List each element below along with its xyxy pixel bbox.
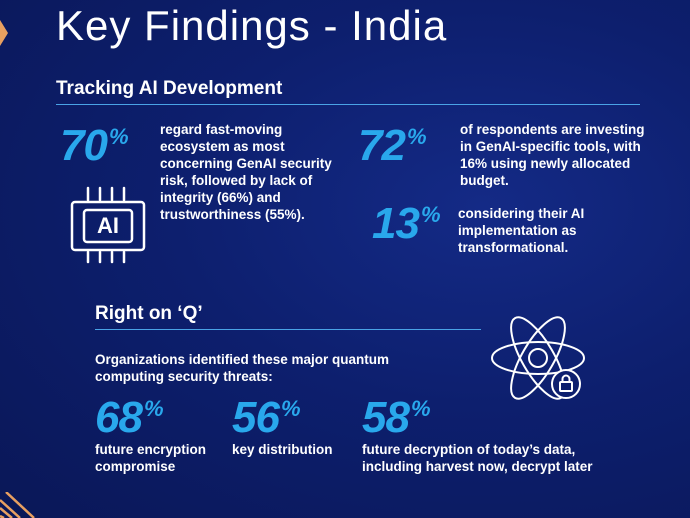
stat-13-text: considering their AI implementation as t… [458, 206, 585, 255]
atom-lock-icon [491, 316, 585, 400]
corner-decoration-top [0, 20, 8, 46]
stat-72-value: 72% [358, 121, 427, 170]
stat-68-value: 68% [95, 393, 164, 442]
stat-68-text: future encryption compromise [95, 442, 207, 474]
stat-70-value: 70% [60, 121, 129, 170]
stat-70-text: regard fast-moving ecosystem as most con… [160, 122, 332, 222]
quantum-intro-text: Organizations identified these major qua… [95, 352, 390, 384]
stat-56-text: key distribution [232, 442, 333, 457]
stat-58-value: 58% [362, 393, 431, 442]
page-title: Key Findings - India [56, 2, 448, 49]
stat-56-value: 56% [232, 393, 301, 442]
ai-chip-icon: AI [70, 186, 146, 264]
section-heading-quantum: Right on ‘Q’ [95, 303, 203, 324]
stat-13-value: 13% [372, 199, 441, 248]
corner-decoration-bottom [0, 492, 35, 518]
section-heading-ai: Tracking AI Development [56, 78, 283, 99]
ai-chip-label: AI [97, 213, 119, 238]
section-divider-ai [56, 104, 640, 105]
stat-72-text: of respondents are investing in GenAI-sp… [460, 122, 645, 188]
stat-58-text: future decryption of today’s data, inclu… [362, 442, 593, 474]
section-divider-quantum [95, 329, 481, 330]
